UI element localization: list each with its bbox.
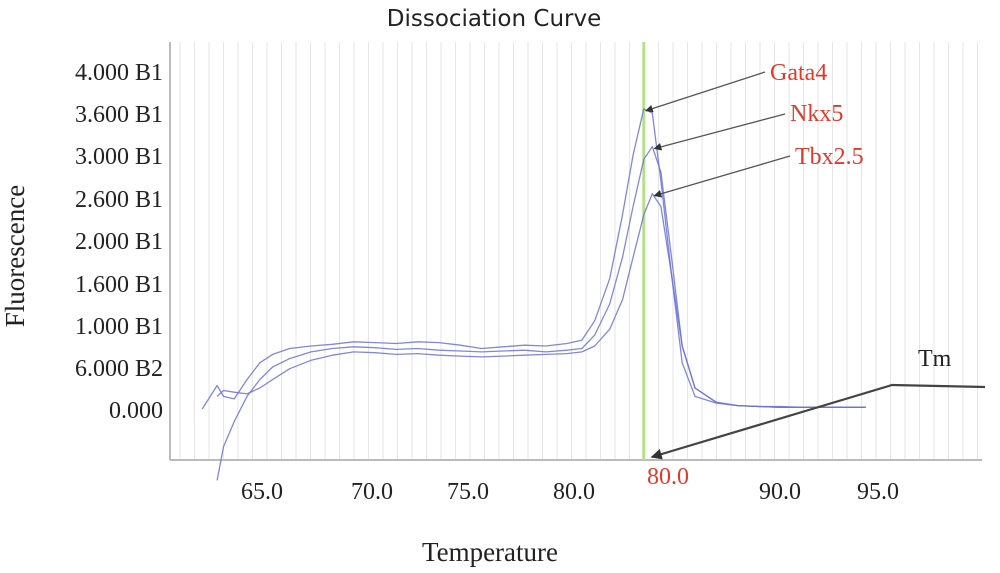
axes bbox=[169, 42, 982, 461]
y-tick-label: 3.600 B1 bbox=[75, 102, 163, 128]
chart-title: Dissociation Curve bbox=[387, 6, 602, 32]
tm-label: Tm bbox=[918, 346, 952, 372]
annotation-leader-line bbox=[653, 155, 791, 198]
x-tick-label: 75.0 bbox=[447, 479, 489, 505]
x-tick-label: 65.0 bbox=[241, 479, 283, 505]
annotations: Gata4 Nkx5 Tbx2.5 Tm bbox=[645, 60, 986, 460]
y-tick-label: 1.000 B1 bbox=[75, 314, 163, 340]
tm-arrow bbox=[650, 383, 986, 460]
x-tick-labels: 65.0 70.0 75.0 80.0 80.0 90.0 95.0 bbox=[241, 464, 899, 505]
y-tick-label: 2.600 B1 bbox=[75, 187, 163, 213]
x-axis-label: Temperature bbox=[422, 537, 558, 567]
series-line bbox=[216, 193, 866, 408]
vertical-grid bbox=[179, 42, 978, 460]
y-axis-label: Fluorescence bbox=[0, 185, 30, 327]
series-line bbox=[216, 145, 866, 481]
x-tick-label: 90.0 bbox=[759, 479, 801, 505]
y-tick-label: 3.000 B1 bbox=[75, 144, 163, 170]
annotation-leader-line bbox=[645, 71, 766, 113]
x-tick-label: 80.0 bbox=[647, 464, 689, 490]
y-tick-label: 2.000 B1 bbox=[75, 229, 163, 255]
y-tick-label: 6.000 B2 bbox=[75, 356, 163, 382]
y-tick-labels: 0.000 6.000 B2 1.000 B1 1.600 B1 2.000 B1 2.6… bbox=[75, 60, 163, 424]
y-tick-label: 1.600 B1 bbox=[75, 272, 163, 298]
series-lines bbox=[201, 108, 866, 481]
series-label: Gata4 bbox=[770, 60, 827, 86]
x-tick-label: 95.0 bbox=[857, 479, 899, 505]
x-tick-label: 70.0 bbox=[351, 479, 393, 505]
series-label: Nkx5 bbox=[790, 101, 843, 127]
series-label: Tbx2.5 bbox=[795, 144, 864, 170]
y-tick-label: 4.000 B1 bbox=[75, 60, 163, 86]
y-tick-label: 0.000 bbox=[109, 398, 163, 424]
annotation-leader-line bbox=[653, 113, 786, 151]
x-tick-label: 80.0 bbox=[553, 479, 595, 505]
